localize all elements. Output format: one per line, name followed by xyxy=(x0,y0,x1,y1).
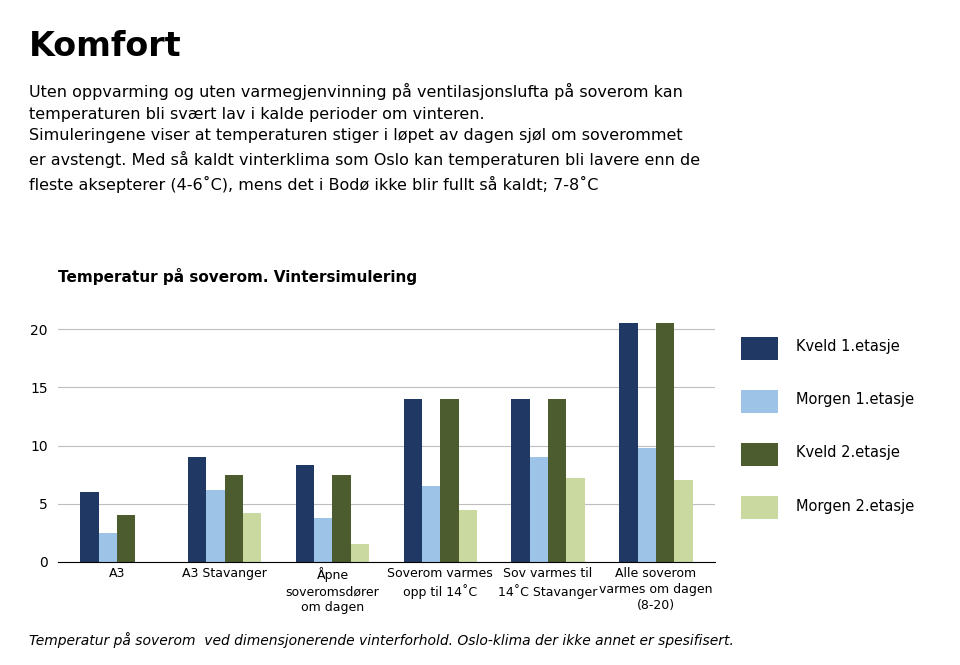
Bar xyxy=(81,492,99,562)
Text: Morgen 2.etasje: Morgen 2.etasje xyxy=(796,499,915,513)
Bar xyxy=(619,323,637,562)
Bar xyxy=(225,475,243,562)
Bar xyxy=(530,458,548,562)
Bar xyxy=(332,475,350,562)
Bar xyxy=(117,515,135,562)
Bar xyxy=(296,465,314,562)
Text: Temperatur på soverom. Vintersimulering: Temperatur på soverom. Vintersimulering xyxy=(58,269,417,285)
Bar xyxy=(350,545,370,562)
Text: Komfort: Komfort xyxy=(29,30,181,63)
Bar xyxy=(441,399,459,562)
Bar xyxy=(459,509,477,562)
Text: Kveld 1.etasje: Kveld 1.etasje xyxy=(796,339,900,354)
Bar xyxy=(566,478,585,562)
Bar xyxy=(740,337,778,360)
Bar xyxy=(422,486,441,562)
Bar xyxy=(548,399,566,562)
Bar xyxy=(637,448,656,562)
Text: Morgen 1.etasje: Morgen 1.etasje xyxy=(796,392,915,407)
Bar xyxy=(206,489,225,562)
Text: Uten oppvarming og uten varmegjenvinning på ventilasjonslufta på soverom kan
tem: Uten oppvarming og uten varmegjenvinning… xyxy=(29,83,700,193)
Bar xyxy=(512,399,530,562)
Bar xyxy=(656,323,674,562)
Bar xyxy=(243,513,261,562)
Text: Kveld 2.etasje: Kveld 2.etasje xyxy=(796,446,900,460)
Bar xyxy=(674,480,692,562)
Bar xyxy=(314,517,332,562)
Bar xyxy=(188,458,206,562)
Bar xyxy=(740,390,778,413)
Bar xyxy=(740,497,778,519)
Bar xyxy=(99,533,117,562)
Text: Temperatur på soverom  ved dimensjonerende vinterforhold. Oslo-klima der ikke an: Temperatur på soverom ved dimensjonerend… xyxy=(29,632,733,648)
Bar xyxy=(740,444,778,466)
Bar xyxy=(403,399,422,562)
